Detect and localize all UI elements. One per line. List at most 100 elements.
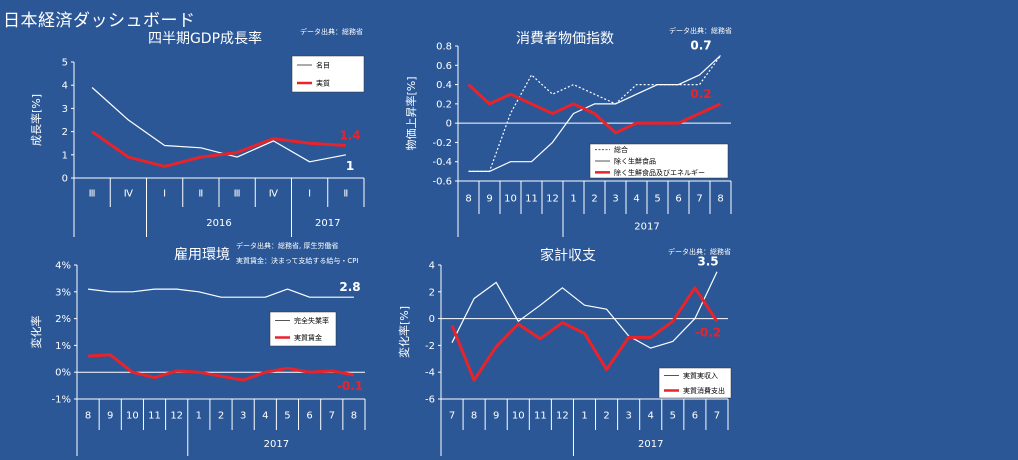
x-tick-label: Ⅲ [234,189,241,200]
x-tick-label: 6 [675,194,681,205]
legend-box [658,367,732,399]
y-tick-label: 1 [62,150,68,161]
source-note-2: 実質賃金：決まって支給する給与・CPI [236,256,359,265]
y-axis-label: 変化率[%] [397,306,411,358]
x-tick-label: Ⅰ [163,189,166,200]
x-tick-label: Ⅱ [198,189,203,200]
x-tick-label: 6 [692,411,698,422]
y-tick-label: 2 [62,127,68,138]
source-note: データ出典：総務省 [300,27,363,36]
series-line-1 [450,286,719,382]
x-tick-label: Ⅳ [124,189,134,200]
end-value-label: -0.2 [695,325,721,339]
x-tick-label: 7 [329,411,335,422]
y-tick-label: 3% [55,287,71,298]
x-tick-label: 10 [126,411,139,422]
y-tick-label: 0.2 [436,99,452,110]
x-tick-label: 12 [556,411,569,422]
legend-label: 実質消費支出 [683,386,725,395]
chart-title: 家計収支 [540,247,596,264]
x-tick-label: 7 [714,411,720,422]
legend-label: 実質 [316,79,330,88]
end-value-label: 1.4 [339,129,360,143]
legend-label: 総合 [614,145,628,154]
x-tick-label: 12 [546,194,559,205]
end-value-label: 2.8 [339,280,360,294]
y-tick-label: -1% [52,395,71,406]
y-tick-label: -0.2 [432,138,452,149]
x-tick-label: 5 [670,411,676,422]
source-note: データ出典：総務省 [669,26,732,35]
x-tick-label: 1 [570,194,576,205]
y-tick-label: 4% [55,261,71,272]
x-tick-label: 1 [581,411,587,422]
legend-label: 完全失業率 [294,316,329,325]
legend-label: 名目 [316,61,330,70]
legend-label: 実質賃金 [294,333,322,342]
x-tick-label: 10 [504,194,517,205]
y-tick-label: 0 [429,314,435,325]
series-line-0 [451,271,718,349]
x-tick-label: 2 [591,194,597,205]
x-tick-label: 5 [284,411,290,422]
x-tick-label: 3 [240,411,246,422]
x-tick-label: 6 [306,411,312,422]
y-axis-label: 変化率 [29,316,43,349]
chart-title: 消費者物価指数 [516,31,614,47]
series-line-1 [88,353,355,382]
x-tick-label: 9 [493,411,499,422]
y-tick-label: 4 [62,81,68,92]
x-tick-label: 12 [170,411,183,422]
y-tick-label: 0.8 [436,42,452,53]
y-axis-label: 物価上昇率[%] [404,76,418,150]
y-tick-label: 5 [62,58,68,69]
x-tick-label: Ⅲ [89,189,96,200]
y-tick-label: 0% [55,368,71,379]
x-tick-label: 5 [654,194,660,205]
x-tick-label: 11 [525,194,538,205]
year-label: 2017 [638,439,663,450]
legend-box [589,143,729,179]
legend-label: 除く生鮮食品 [614,157,656,166]
x-tick-label: 7 [449,411,455,422]
y-tick-label: -0.6 [432,177,452,188]
source-note: データ出典：総務省 [668,247,731,256]
x-tick-label: 11 [534,411,547,422]
series-line-0 [91,87,347,163]
x-tick-label: Ⅳ [269,189,279,200]
y-tick-label: -4 [425,368,435,379]
x-tick-label: 4 [262,411,268,422]
y-tick-label: -0.4 [432,157,452,168]
x-tick-label: 2 [218,411,224,422]
y-tick-label: 0.6 [436,61,452,72]
series-line-0 [88,288,354,298]
x-tick-label: 11 [148,411,161,422]
chart-title: 四半期GDP成長率 [148,30,262,47]
year-label: 2016 [206,218,231,229]
end-value-label: 1 [346,159,354,173]
x-tick-label: 1 [196,411,202,422]
chart-title: 雇用環境 [174,246,230,263]
x-tick-label: 10 [512,411,525,422]
x-tick-label: 9 [107,411,113,422]
end-value-label: 0.7 [690,39,711,53]
series-line-1 [91,130,346,168]
x-tick-label: 8 [717,194,723,205]
x-tick-label: 8 [465,194,471,205]
y-tick-label: 3 [62,104,68,115]
x-tick-label: 4 [633,194,639,205]
y-tick-label: 4 [429,261,435,272]
x-tick-label: 4 [648,411,654,422]
end-value-label: 3.5 [697,255,718,269]
y-tick-label: 0 [446,119,452,130]
x-tick-label: 3 [612,194,618,205]
x-tick-label: 2 [603,411,609,422]
y-tick-label: 2% [55,314,71,325]
year-label: 2017 [264,439,289,450]
x-tick-label: Ⅱ [343,189,348,200]
y-tick-label: 1% [55,341,71,352]
